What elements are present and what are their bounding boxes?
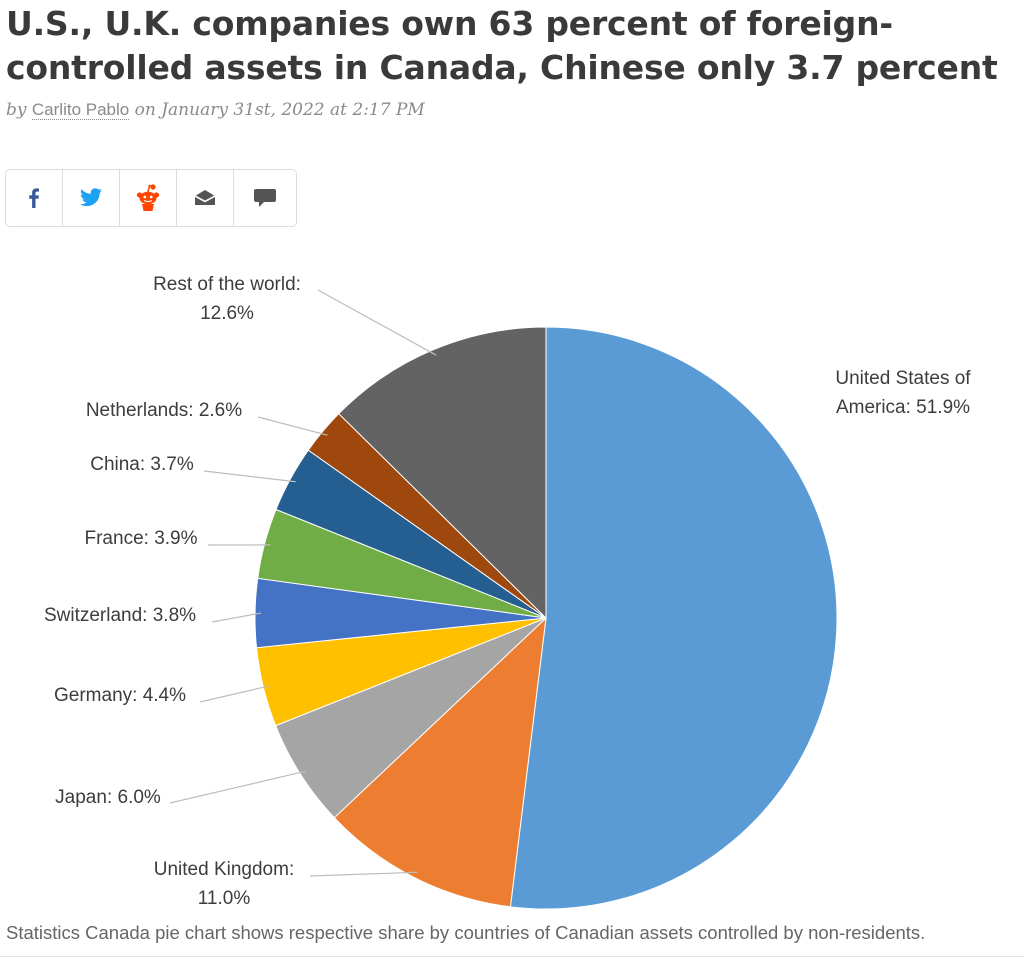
- share-reddit-button[interactable]: [120, 170, 177, 226]
- slice-label: America: 51.9%: [836, 397, 970, 418]
- email-icon: [194, 190, 216, 205]
- byline: by Carlito Pablo on January 31st, 2022 a…: [6, 100, 425, 120]
- leader-line: [257, 416, 328, 436]
- article-headline: U.S., U.K. companies own 63 percent of f…: [6, 4, 998, 87]
- author-link[interactable]: Carlito Pablo: [31, 100, 130, 120]
- pie-slice: [338, 326, 547, 620]
- leader-line: [309, 871, 418, 877]
- slice-label: Rest of the world:: [153, 274, 301, 295]
- share-twitter-button[interactable]: [63, 170, 120, 226]
- pie-slice: [333, 616, 547, 908]
- slice-label: France: 3.9%: [85, 528, 198, 549]
- divider: [0, 956, 1024, 957]
- pie-chart: United States of America: 51.9% United Kin…: [44, 274, 971, 910]
- share-email-button[interactable]: [177, 170, 234, 226]
- slice-label: 11.0%: [198, 888, 251, 909]
- facebook-icon: [29, 188, 39, 208]
- share-facebook-button[interactable]: [6, 170, 63, 226]
- slice-label: United States of: [835, 368, 971, 389]
- figure-caption: Statistics Canada pie chart shows respec…: [6, 922, 926, 943]
- leader-line: [169, 770, 306, 804]
- leader-line: [211, 612, 262, 623]
- slice-label: Japan: 6.0%: [55, 787, 161, 808]
- reddit-icon: [136, 184, 160, 211]
- share-bar: [5, 169, 297, 227]
- slice-label: Switzerland: 3.8%: [44, 605, 196, 626]
- byline-on: on: [134, 100, 156, 120]
- pie-slice: [509, 326, 838, 910]
- slice-label: 12.6%: [200, 303, 254, 324]
- byline-prefix: by: [6, 100, 27, 120]
- slice-label: United Kingdom:: [154, 859, 294, 880]
- share-comment-button[interactable]: [234, 170, 296, 226]
- slice-label: Netherlands: 2.6%: [86, 400, 242, 421]
- leader-line: [203, 470, 296, 483]
- twitter-icon: [80, 188, 102, 207]
- comment-icon: [254, 189, 276, 207]
- publish-date: January 31st, 2022 at 2:17 PM: [161, 100, 425, 120]
- slice-label: China: 3.7%: [90, 454, 194, 475]
- slice-label: Germany: 4.4%: [54, 685, 186, 706]
- leader-line: [199, 685, 270, 703]
- pie-chart-figure: United States of America: 51.9% United Kin…: [0, 250, 1024, 920]
- leader-line: [317, 289, 437, 356]
